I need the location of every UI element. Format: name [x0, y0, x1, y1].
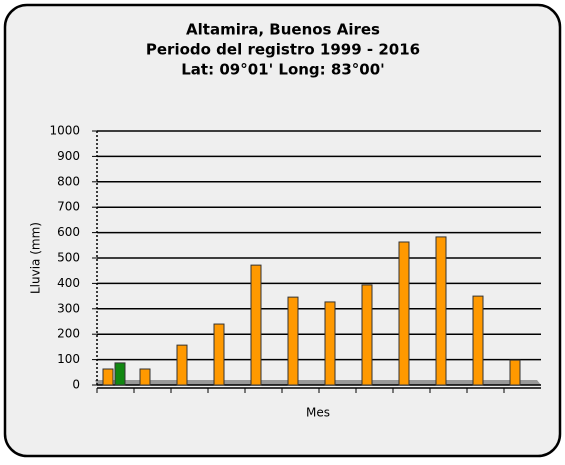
- bar: [139, 368, 151, 386]
- chart-title: Altamira, Buenos Aires: [186, 21, 380, 39]
- y-tick-label: 600: [57, 225, 80, 239]
- bar: [324, 301, 336, 386]
- bar: [213, 323, 225, 386]
- y-tick-label: 900: [57, 149, 80, 163]
- y-tick-label: 200: [57, 327, 80, 341]
- bar: [472, 295, 484, 386]
- bar: [435, 236, 447, 386]
- bar: [250, 264, 262, 386]
- chart-title: Lat: 09°01' Long: 83°00': [181, 61, 384, 79]
- bar: [361, 284, 373, 386]
- y-tick-label: 500: [57, 251, 80, 265]
- bar: [114, 362, 126, 386]
- bar: [509, 359, 521, 386]
- y-tick-label: 1000: [49, 124, 80, 138]
- y-axis-label: Lluvia (mm): [29, 222, 43, 294]
- bar: [287, 296, 299, 386]
- x-axis-label: Mes: [306, 406, 330, 420]
- y-tick-label: 400: [57, 276, 80, 290]
- frame: [3, 3, 562, 458]
- y-tick-label: 700: [57, 200, 80, 214]
- bar: [398, 241, 410, 386]
- y-tick-label: 300: [57, 301, 80, 315]
- y-tick-label: 800: [57, 174, 80, 188]
- floor: [95, 380, 541, 385]
- bar: [102, 368, 114, 386]
- bar: [176, 344, 188, 386]
- chart-title: Periodo del registro 1999 - 2016: [146, 41, 420, 59]
- y-tick-label: 0: [72, 378, 80, 392]
- y-tick-label: 100: [57, 352, 80, 366]
